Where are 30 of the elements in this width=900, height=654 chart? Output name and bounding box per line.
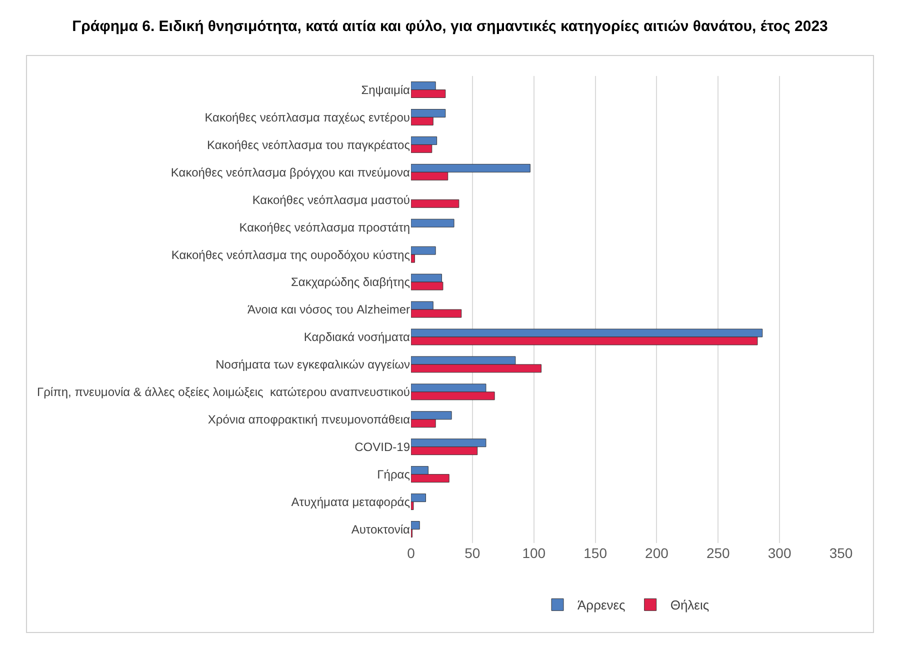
legend-label: Θήλεις (670, 598, 710, 613)
y-tick-label: COVID-19 (354, 440, 410, 454)
x-tick-label: 300 (768, 545, 792, 561)
y-tick-label: Γήρας (377, 468, 410, 482)
chart-title: Γράφημα 6. Ειδική θνησιμότητα, κατά αιτία και φύλο, για σημαντικές κατηγορίες αιτιών θανάτου, έτος 2023 (71, 17, 829, 37)
y-tick-label: Σηψαιμία (361, 82, 410, 97)
bar (411, 218, 454, 228)
y-tick-label: Νοσήματα των εγκεφαλικών αγγείων (216, 358, 410, 372)
y-tick-label: Ατυχήματα μεταφοράς (291, 494, 410, 509)
x-tick-label: 150 (584, 545, 608, 561)
x-tick-label: 100 (522, 545, 546, 561)
y-tick-label: Κακοήθες νεόπλασμα της ουροδόχου κύστης (171, 248, 410, 262)
y-tick-label: Σακχαρώδης διαβήτης (291, 275, 410, 290)
x-tick-label: 0 (407, 545, 416, 561)
y-tick-label: Χρόνια αποφρακτική πνευμονοπάθεια (208, 412, 410, 427)
y-tick-label: Άνοια και νόσος του Alzheimer (247, 302, 410, 317)
y-tick-label: Κακοήθες νεόπλασμα προστάτη (239, 220, 410, 234)
y-tick-label: Κακοήθες νεόπλασμα παχέως εντέρου (204, 110, 410, 124)
y-tick-label: Γρίπη, πνευμονία & άλλες οξείες λοιμώξεις κατώτερου αναπνευστικού (36, 385, 410, 400)
x-tick-label: 250 (706, 545, 730, 561)
x-tick-label: 200 (645, 545, 669, 561)
x-tick-label: 50 (464, 545, 480, 561)
y-tick-label: Κακοήθες νεόπλασμα βρόγχου και πνεύμονα (170, 165, 410, 180)
x-tick-label: 350 (829, 545, 853, 561)
y-tick-label: Κακοήθες νεόπλασμα του παγκρέατος (207, 138, 410, 152)
bar (411, 199, 460, 208)
y-tick-label: Αυτοκτονία (351, 522, 410, 536)
y-tick-label: Κακοήθες νεόπλασμα μαστού (252, 192, 410, 207)
legend-label: Άρρενες (578, 598, 626, 613)
y-tick-label: Καρδιακά νοσήματα (304, 330, 410, 344)
